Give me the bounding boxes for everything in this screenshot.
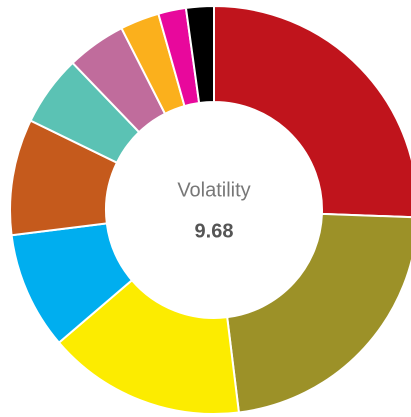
center-value: 9.68 [195, 220, 234, 242]
donut-segment [213, 4, 411, 219]
center-label: Volatility [177, 179, 250, 201]
donut-segment [184, 4, 215, 105]
donut-segment [226, 212, 411, 414]
